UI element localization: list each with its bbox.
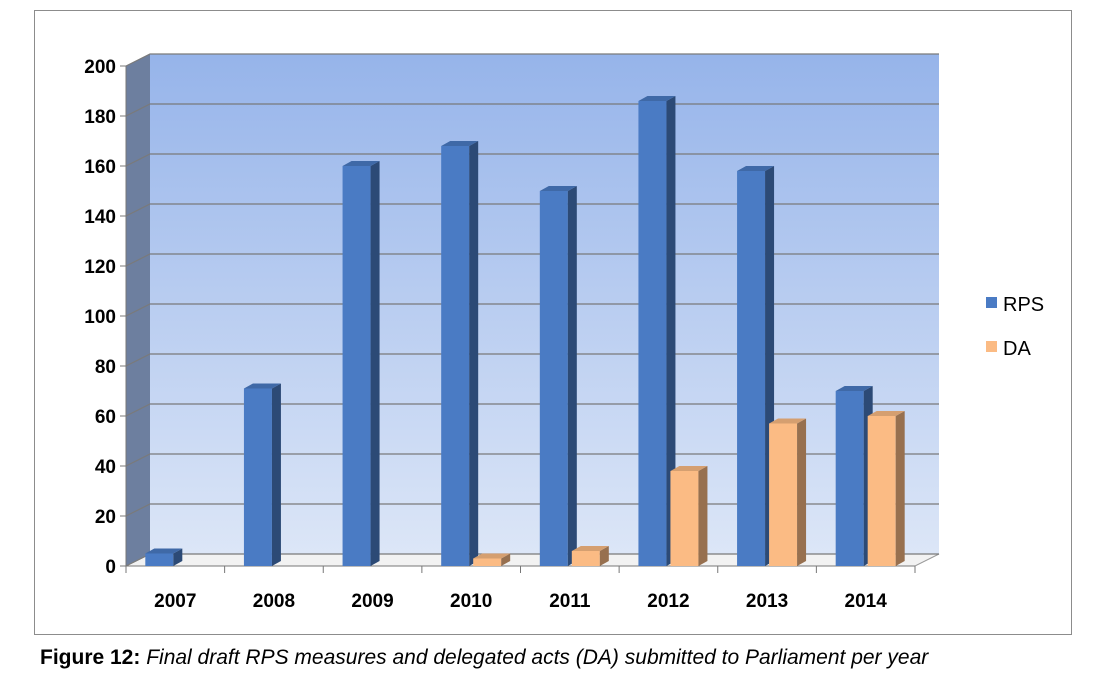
chart-frame: 0 20 40 60 80 100 120 140 160 180 200 2007 2008 2009… <box>34 10 1072 635</box>
legend-item-rps: RPS <box>986 294 1044 316</box>
gridline <box>125 403 939 417</box>
gridline <box>125 103 939 117</box>
legend-label: DA <box>1003 338 1031 360</box>
x-tick-label: 2010 <box>450 591 492 612</box>
y-tick-label: 120 <box>84 257 116 278</box>
x-tick-label: 2009 <box>351 591 393 612</box>
y-tick-label: 140 <box>84 207 116 228</box>
gridline <box>125 253 939 267</box>
bar-rps-2014 <box>835 386 873 566</box>
y-tick-label: 200 <box>84 57 116 78</box>
x-tick-label: 2008 <box>253 591 295 612</box>
bar-rps-2013 <box>737 166 775 566</box>
bar-da-2014 <box>867 411 905 566</box>
y-tick-label: 180 <box>84 107 116 128</box>
bar-da-2012 <box>670 466 708 566</box>
y-tick-label: 100 <box>84 307 116 328</box>
bar-da-2010 <box>473 553 511 566</box>
bar-rps-2011 <box>539 186 577 566</box>
gridline <box>125 303 939 317</box>
y-tick-label: 20 <box>95 507 116 528</box>
legend-swatch <box>986 341 997 352</box>
bar-chart: 0 20 40 60 80 100 120 140 160 180 200 2007 2008 2009… <box>84 53 1044 612</box>
figure-label: Figure 12: <box>40 646 141 669</box>
bar-da-2013 <box>769 418 807 566</box>
gridline <box>125 153 939 167</box>
figure-caption: Figure 12: Final draft RPS measures and … <box>40 646 928 670</box>
bar-rps-2007 <box>145 548 183 566</box>
y-tick-label: 0 <box>105 557 116 578</box>
x-tick-label: 2007 <box>154 591 196 612</box>
bar-rps-2008 <box>243 383 281 566</box>
gridline <box>125 53 939 67</box>
x-tick-label: 2011 <box>549 591 591 612</box>
legend-item-da: DA <box>986 338 1031 360</box>
bar-rps-2009 <box>342 161 380 566</box>
bar-da-2011 <box>571 546 609 566</box>
figure-text: Final draft RPS measures and delegated a… <box>146 646 929 669</box>
x-tick-label: 2013 <box>746 591 788 612</box>
gridline <box>125 203 939 217</box>
x-tick-label: 2014 <box>845 591 888 612</box>
gridline <box>125 353 939 367</box>
gridline <box>125 453 939 467</box>
bar-rps-2010 <box>441 141 479 566</box>
legend-swatch <box>986 297 997 308</box>
y-tick-label: 160 <box>84 157 116 178</box>
x-tick-label: 2012 <box>647 591 689 612</box>
y-tick-label: 80 <box>95 357 116 378</box>
bar-rps-2012 <box>638 96 676 566</box>
y-tick-label: 60 <box>95 407 116 428</box>
legend-label: RPS <box>1003 294 1044 316</box>
y-tick-label: 40 <box>95 457 116 478</box>
